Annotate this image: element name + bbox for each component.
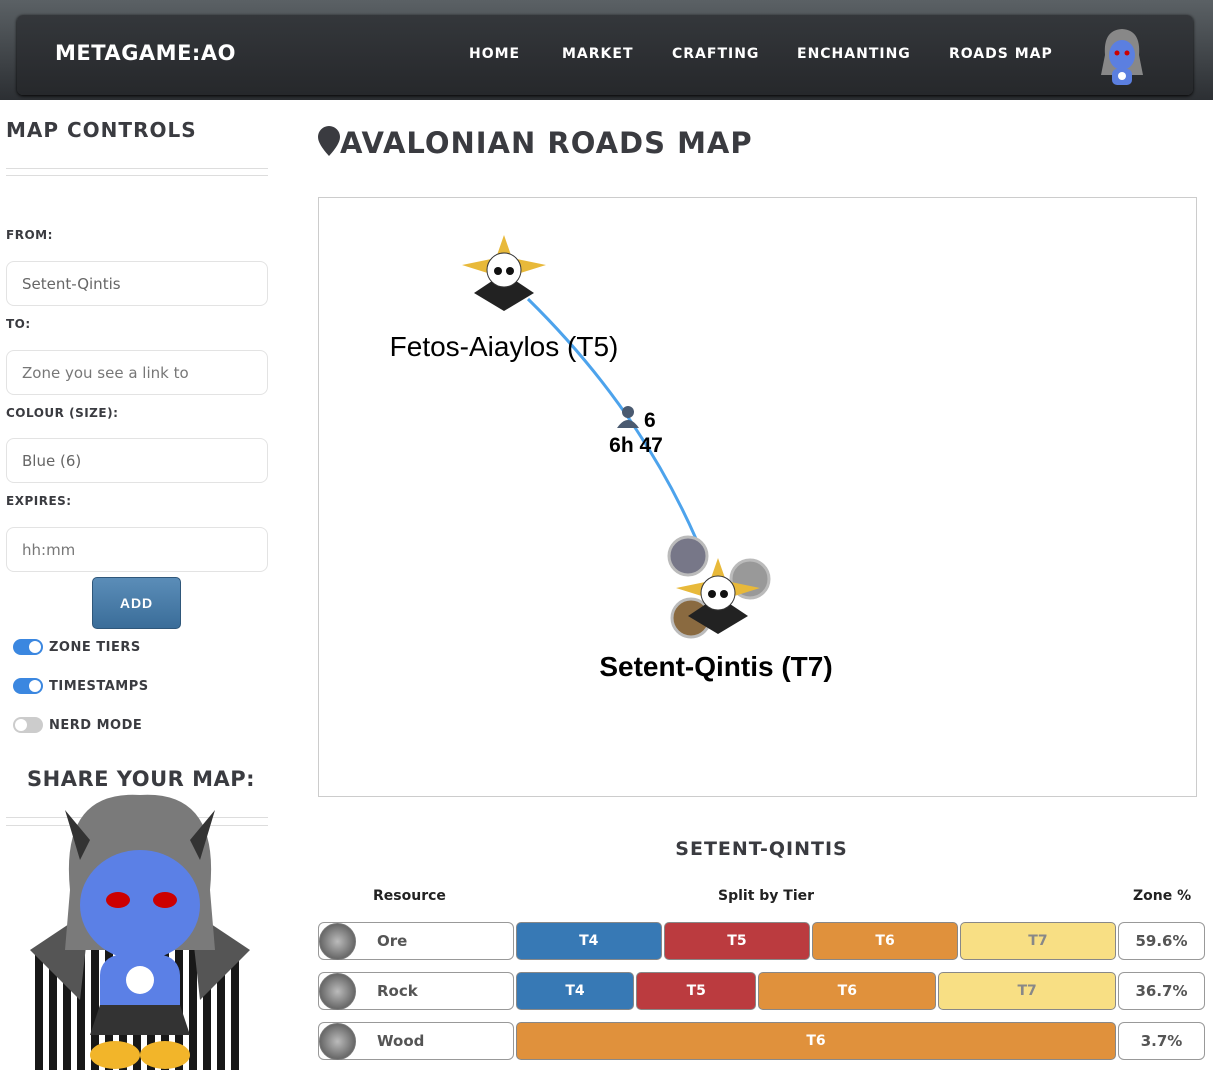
divider bbox=[6, 168, 268, 169]
zone-tiers-toggle[interactable] bbox=[13, 639, 43, 655]
colour-label: COLOUR (SIZE): bbox=[6, 406, 119, 420]
zone-percent: 3.7% bbox=[1118, 1022, 1205, 1060]
resource-row: Wood T6 3.7% bbox=[318, 1022, 1205, 1060]
resource-name: Ore bbox=[377, 932, 408, 950]
road-size: 6 bbox=[644, 409, 656, 432]
col-pct: Zone % bbox=[1133, 888, 1192, 904]
tier-segment: T5 bbox=[636, 972, 757, 1010]
tier-segment: T7 bbox=[959, 922, 1116, 960]
to-input[interactable] bbox=[6, 350, 268, 395]
resource-cell: Rock bbox=[318, 972, 514, 1010]
resource-name: Rock bbox=[377, 982, 418, 1000]
zone-node-fetos-aiaylos[interactable] bbox=[462, 235, 546, 311]
tier-segment: T6 bbox=[812, 922, 958, 960]
zone-label: Setent-Qintis (T7) bbox=[599, 651, 832, 682]
rock-icon bbox=[319, 973, 356, 1010]
tier-split-bar: T4 T5 T6 T7 bbox=[516, 972, 1116, 1010]
zone-title: SETENT-QINTIS bbox=[675, 838, 848, 860]
col-resource: Resource bbox=[373, 888, 446, 904]
expires-label: EXPIRES: bbox=[6, 494, 72, 508]
top-bar: METAGAME:AO HOME MARKET CRAFTING ENCHANT… bbox=[0, 0, 1213, 100]
share-title: SHARE YOUR MAP: bbox=[27, 767, 256, 791]
person-icon bbox=[617, 406, 639, 428]
from-input[interactable] bbox=[6, 261, 268, 306]
nav-home[interactable]: HOME bbox=[469, 46, 521, 62]
colour-select[interactable] bbox=[6, 438, 268, 483]
tier-segment: T7 bbox=[938, 972, 1116, 1010]
expires-input[interactable] bbox=[6, 527, 268, 572]
resource-cell: Ore bbox=[318, 922, 514, 960]
timestamps-label: TIMESTAMPS bbox=[49, 679, 149, 694]
nerd-mode-toggle[interactable] bbox=[13, 717, 43, 733]
zone-percent: 36.7% bbox=[1118, 972, 1205, 1010]
mascot-image bbox=[30, 794, 250, 1069]
to-label: TO: bbox=[6, 317, 31, 331]
brand-logo[interactable]: METAGAME:AO bbox=[55, 41, 236, 65]
nav-roads-map[interactable]: ROADS MAP bbox=[949, 46, 1053, 62]
road-time: 6h 47 bbox=[609, 434, 663, 457]
tier-split-bar: T4 T5 T6 T7 bbox=[516, 922, 1116, 960]
ore-icon bbox=[319, 923, 356, 960]
zone-label: Fetos-Aiaylos (T5) bbox=[390, 331, 619, 362]
wood-icon bbox=[319, 1023, 356, 1060]
tier-segment: T5 bbox=[663, 922, 811, 960]
navbar: METAGAME:AO HOME MARKET CRAFTING ENCHANT… bbox=[17, 15, 1193, 95]
add-button[interactable]: ADD bbox=[92, 577, 181, 629]
nerd-mode-label: NERD MODE bbox=[49, 718, 143, 733]
map-pin-icon bbox=[318, 126, 340, 156]
zone-tiers-label: ZONE TIERS bbox=[49, 640, 141, 655]
from-label: FROM: bbox=[6, 228, 53, 242]
resource-row: Ore T4 T5 T6 T7 59.6% bbox=[318, 922, 1205, 960]
nav-crafting[interactable]: CRAFTING bbox=[672, 46, 760, 62]
zone-percent: 59.6% bbox=[1118, 922, 1205, 960]
page-title-text: AVALONIAN ROADS MAP bbox=[340, 126, 753, 160]
tier-split-bar: T6 bbox=[516, 1022, 1116, 1060]
col-split: Split by Tier bbox=[718, 888, 815, 904]
divider bbox=[6, 175, 268, 176]
page-title: AVALONIAN ROADS MAP bbox=[318, 126, 753, 160]
resource-row: Rock T4 T5 T6 T7 36.7% bbox=[318, 972, 1205, 1010]
roads-map[interactable]: Fetos-Aiaylos (T5) Setent-Qintis (T7) 6 … bbox=[318, 197, 1197, 797]
resource-cell: Wood bbox=[318, 1022, 514, 1060]
nav-market[interactable]: MARKET bbox=[562, 46, 634, 62]
map-canvas[interactable]: Fetos-Aiaylos (T5) Setent-Qintis (T7) 6 … bbox=[319, 198, 1198, 798]
resource-name: Wood bbox=[377, 1032, 425, 1050]
sidebar-title: MAP CONTROLS bbox=[6, 118, 197, 142]
tier-segment: T4 bbox=[516, 972, 635, 1010]
timestamps-toggle[interactable] bbox=[13, 678, 43, 694]
tier-segment: T4 bbox=[516, 922, 662, 960]
avatar[interactable] bbox=[1097, 25, 1147, 87]
nav-enchanting[interactable]: ENCHANTING bbox=[797, 46, 911, 62]
tier-segment: T6 bbox=[516, 1022, 1116, 1060]
zone-node-setent-qintis[interactable] bbox=[667, 535, 771, 639]
tier-segment: T6 bbox=[758, 972, 937, 1010]
